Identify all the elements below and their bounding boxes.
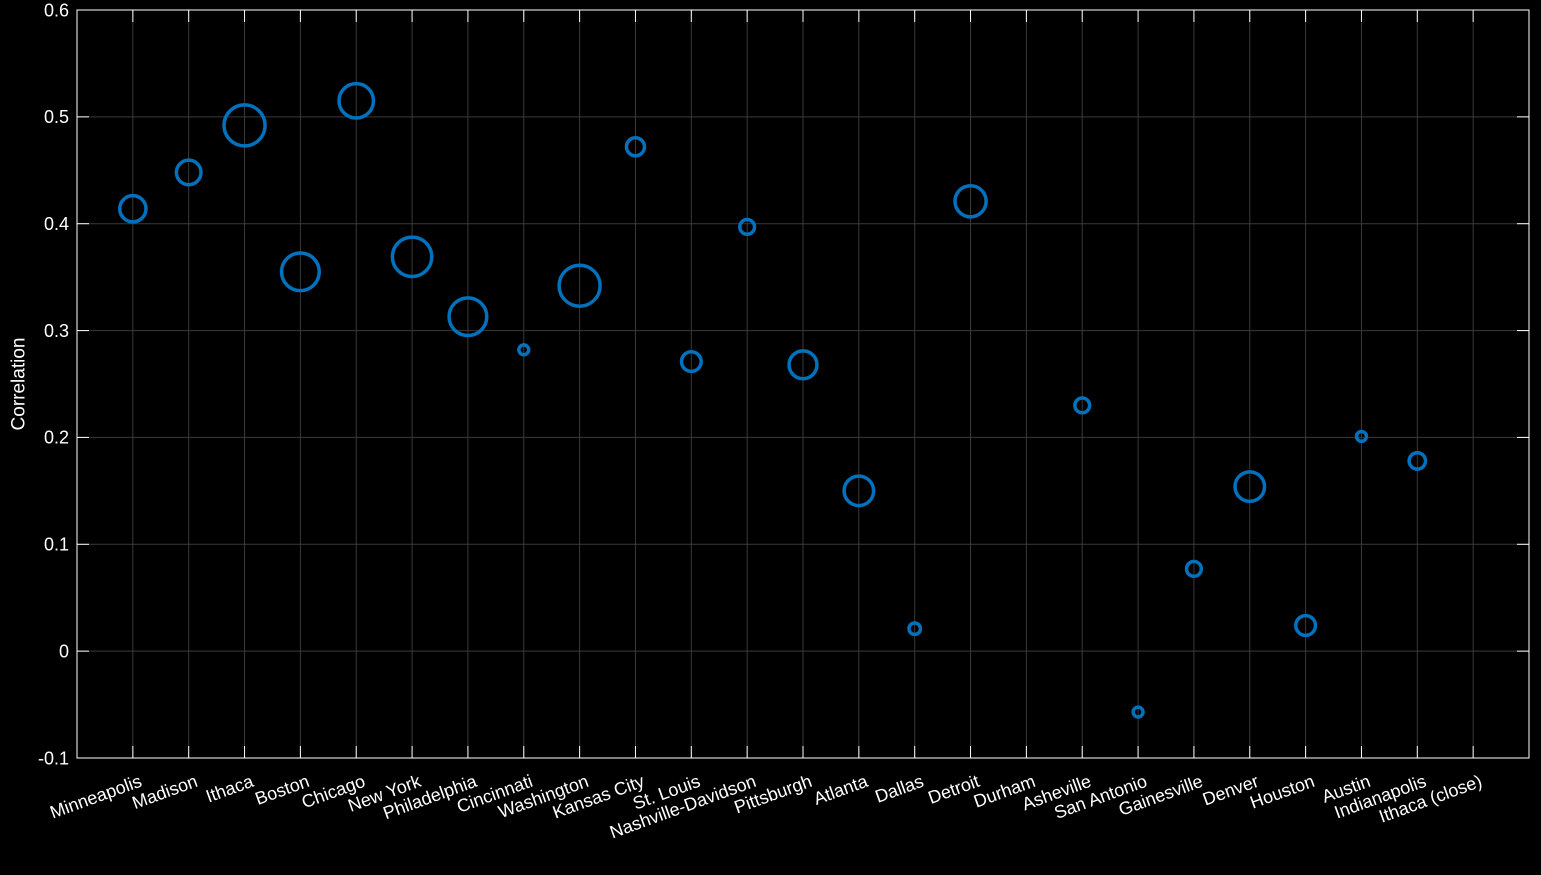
data-point-st-louis [679,349,703,374]
y-axis-label: Correlation [9,338,30,431]
y-tick-label: 0 [59,641,69,661]
y-tick-label: 0.5 [44,107,69,127]
data-point-san-antonio [1131,705,1145,719]
data-point-kansas-city [624,136,647,158]
data-point-new-york [390,235,434,279]
y-tick-label: 0.1 [44,535,69,555]
data-point-detroit [953,183,988,219]
data-point-indianapolis [1407,450,1428,471]
data-point-philadelphia [447,296,489,338]
data-point-nashville-davidson [738,217,757,237]
data-point-austin [1354,429,1369,444]
y-axis: -0.1 0 0.1 0.2 0.3 0.4 0.5 0.6 [38,0,1529,768]
y-tick-label: 0.4 [44,214,69,234]
data-point-madison [174,158,203,187]
data-points [117,81,1428,719]
data-point-cincinnati [517,343,531,357]
data-point-asheville [1073,396,1092,415]
data-point-minneapolis [117,193,148,224]
y-tick-label: 0.6 [44,0,69,20]
data-point-atlanta [842,474,876,508]
data-point-ithaca [222,103,267,148]
data-point-washington [557,263,602,308]
data-point-gainesville [1184,559,1204,578]
data-point-chicago [337,81,376,120]
data-point-boston [279,251,321,293]
y-tick-label: -0.1 [38,748,69,768]
y-tick-label: 0.3 [44,321,69,341]
data-point-pittsburgh [787,349,819,381]
data-point-denver [1233,470,1267,504]
data-point-houston [1294,613,1318,638]
y-tick-label: 0.2 [44,428,69,448]
data-point-dallas [907,621,923,637]
